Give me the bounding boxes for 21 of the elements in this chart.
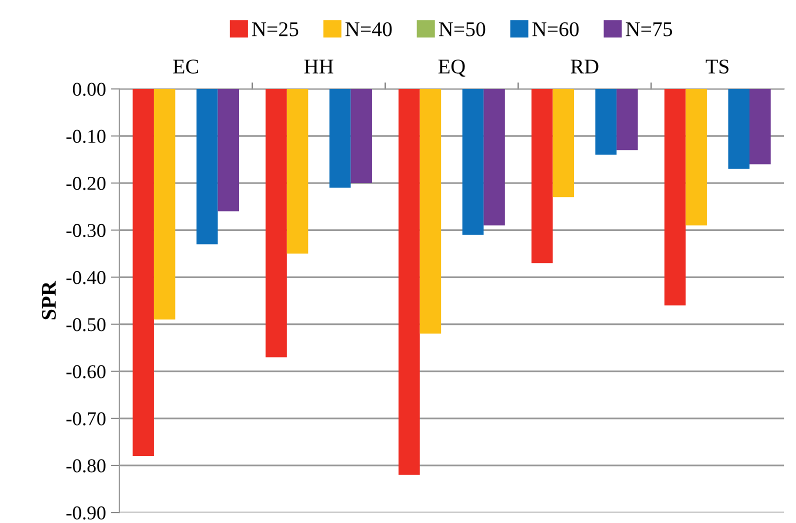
y-tick-label: 0.00 bbox=[72, 82, 106, 96]
y-tick-label: -0.10 bbox=[66, 130, 106, 144]
y-tick-label: -0.80 bbox=[66, 459, 106, 472]
y-tick-label: -0.20 bbox=[66, 176, 106, 190]
y-tick-label: -0.60 bbox=[66, 365, 106, 378]
x-tick-label: RD bbox=[570, 60, 598, 74]
y-tick-label: -0.50 bbox=[66, 318, 106, 332]
legend-label: N=75 bbox=[626, 22, 672, 36]
y-tick-label: -0.70 bbox=[66, 412, 106, 426]
legend-label: N=60 bbox=[532, 22, 579, 36]
legend-label: N=25 bbox=[252, 22, 298, 36]
y-tick-label: -0.30 bbox=[66, 224, 106, 238]
x-tick-label: EC bbox=[173, 60, 198, 74]
x-tick-label: EQ bbox=[438, 60, 466, 77]
x-tick-label: TS bbox=[706, 60, 728, 74]
y-tick-label: -0.90 bbox=[66, 506, 106, 520]
legend-label: N=50 bbox=[438, 22, 486, 36]
y-axis-title: SPR bbox=[42, 280, 56, 320]
y-tick-label: -0.40 bbox=[66, 271, 106, 284]
x-tick-label: HH bbox=[304, 60, 334, 74]
legend-label: N=40 bbox=[345, 22, 392, 36]
